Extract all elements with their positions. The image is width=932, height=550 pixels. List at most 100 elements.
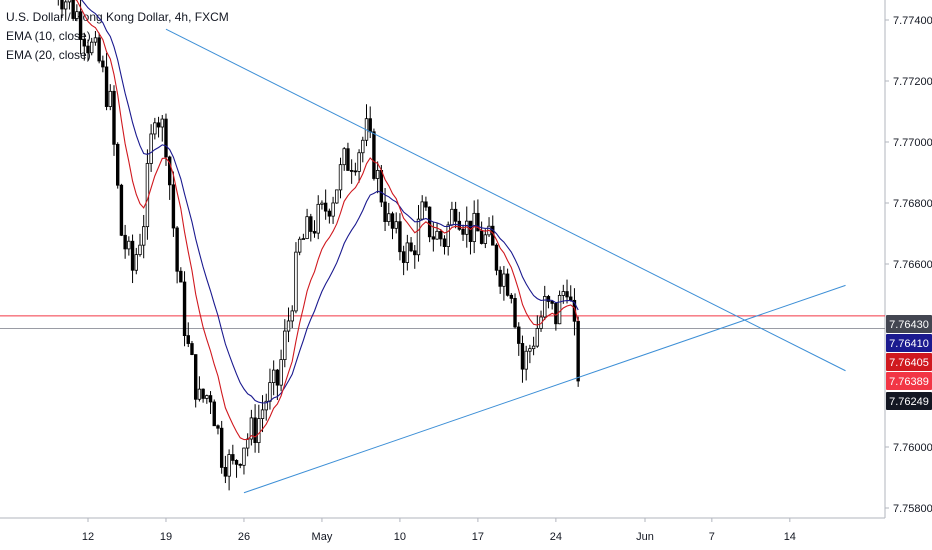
candle <box>361 136 365 163</box>
candle <box>297 236 302 256</box>
candle <box>253 404 257 453</box>
candle <box>130 234 135 284</box>
candle <box>279 349 283 392</box>
candle <box>531 336 536 356</box>
candle <box>182 271 187 347</box>
candle <box>123 224 127 259</box>
y-tick-label: 7.76600 <box>893 259 932 271</box>
candle <box>101 55 105 73</box>
svg-text:7.76430: 7.76430 <box>889 319 929 331</box>
candle <box>245 433 250 457</box>
price-tag-horizontal-line: 7.76389 <box>886 372 932 390</box>
x-tick-label: 26 <box>238 531 250 543</box>
candle <box>234 459 239 478</box>
candle <box>312 220 317 238</box>
candle <box>153 117 157 140</box>
candle <box>487 217 491 238</box>
candle <box>435 223 439 240</box>
candle <box>212 399 216 427</box>
candle <box>498 266 502 294</box>
candle <box>457 211 462 231</box>
candle <box>205 394 209 404</box>
candle <box>257 404 261 453</box>
candle <box>145 149 150 240</box>
candle <box>439 228 443 247</box>
price-tag-ema20: 7.76410 <box>886 334 932 352</box>
candle <box>505 268 510 297</box>
candle <box>186 322 190 348</box>
candle <box>201 388 205 403</box>
y-tick-label: 7.76000 <box>893 442 932 454</box>
candle <box>309 213 313 242</box>
trendline-descending[interactable] <box>165 28 846 372</box>
trendline-ascending[interactable] <box>243 284 846 494</box>
candle <box>301 233 306 240</box>
price-tag-last-price: 7.76249 <box>886 392 932 410</box>
candle <box>372 128 376 181</box>
candle <box>286 307 291 343</box>
candle <box>57 0 59 6</box>
svg-text:7.76405: 7.76405 <box>889 357 929 369</box>
candle <box>349 159 354 184</box>
candle <box>290 305 294 329</box>
candle <box>335 189 339 204</box>
x-tick-label: 10 <box>394 531 406 543</box>
candle <box>242 447 246 475</box>
candle <box>223 455 228 484</box>
candle <box>86 39 90 62</box>
candle <box>416 205 421 262</box>
y-tick-label: 7.77200 <box>893 76 932 88</box>
candle <box>90 37 94 56</box>
candle <box>64 0 68 21</box>
x-tick-label: 12 <box>82 531 94 543</box>
candle <box>60 0 64 18</box>
candle <box>346 142 350 171</box>
candle <box>231 444 235 465</box>
candle <box>375 161 380 194</box>
candle <box>238 463 242 469</box>
candle <box>283 319 287 368</box>
candle <box>461 224 465 241</box>
candle <box>565 279 569 304</box>
candle <box>494 243 499 276</box>
y-tick-label: 7.77000 <box>893 137 932 149</box>
candle <box>260 395 265 433</box>
candle <box>323 189 328 220</box>
ema20-line <box>81 0 579 404</box>
candle <box>479 221 484 245</box>
candle <box>271 360 276 396</box>
candle <box>450 201 454 227</box>
price-tag-ema10: 7.76405 <box>886 353 932 371</box>
candle <box>550 300 554 310</box>
svg-text:7.76389: 7.76389 <box>889 376 929 388</box>
candle <box>520 335 525 383</box>
candle <box>264 393 268 421</box>
candle <box>413 245 417 269</box>
candle <box>160 115 164 142</box>
candle <box>331 196 335 224</box>
x-tick-label: 17 <box>472 531 484 543</box>
x-tick-label: Jun <box>636 531 654 543</box>
y-tick-label: 7.77400 <box>893 15 932 27</box>
candle <box>208 391 213 415</box>
candle <box>156 116 161 138</box>
candle <box>401 245 406 276</box>
candle <box>576 316 580 387</box>
candle <box>138 233 142 257</box>
candle <box>420 195 424 221</box>
x-tick-label: May <box>312 531 333 543</box>
candle <box>316 195 320 240</box>
candle <box>219 420 224 474</box>
y-tick-label: 7.75800 <box>893 503 932 515</box>
x-tick-label: 19 <box>160 531 172 543</box>
candle <box>405 234 410 271</box>
legend-ema10: EMA (10, close) <box>6 29 91 43</box>
candle <box>535 315 540 348</box>
candle <box>342 147 346 171</box>
candle <box>275 368 280 400</box>
candle <box>387 202 391 226</box>
candle <box>442 235 447 255</box>
candle <box>517 322 521 356</box>
candle <box>75 4 79 22</box>
